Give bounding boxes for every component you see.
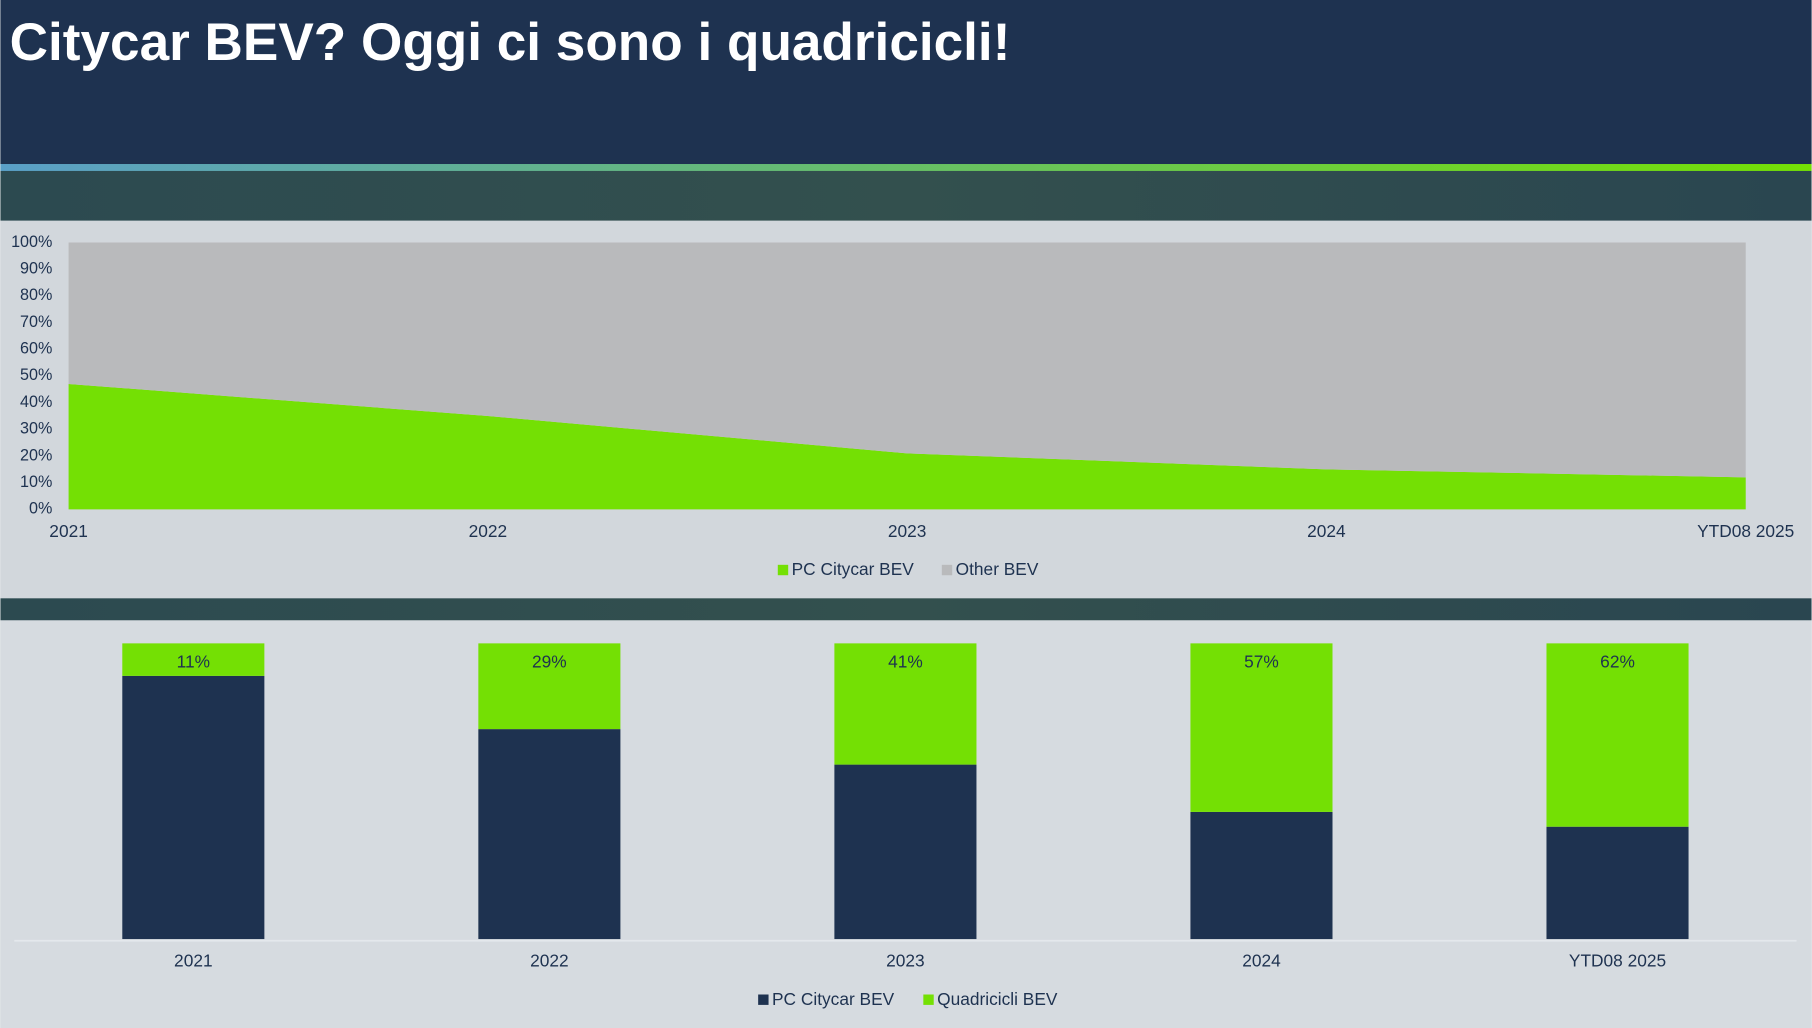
y-tick-label: 50% — [20, 366, 52, 384]
accent-strip — [0, 164, 1812, 171]
legend-swatch — [777, 564, 789, 576]
area — [68, 242, 1746, 478]
header — [0, 0, 1812, 165]
x-tick-label: 2021 — [49, 521, 88, 541]
area — [68, 383, 1746, 510]
data-label: 29% — [532, 652, 567, 672]
bar-segment — [834, 764, 977, 940]
legend-label: Other BEV — [956, 559, 1039, 579]
bar-segment — [478, 643, 621, 730]
x-tick-label: 2021 — [174, 951, 213, 971]
bar-segment — [1190, 643, 1333, 812]
y-tick-label: 60% — [20, 340, 52, 358]
legend-swatch — [923, 994, 934, 1005]
data-label: 11% — [177, 652, 210, 672]
bar-segment — [834, 643, 977, 765]
x-tick-label: 2023 — [888, 521, 927, 541]
y-tick-label: 30% — [20, 420, 52, 438]
x-tick-label: 2024 — [1242, 951, 1281, 971]
y-tick-label: 20% — [20, 446, 52, 464]
bar-segment — [478, 729, 621, 940]
x-tick-label: 2022 — [530, 951, 569, 971]
bar-segment — [1546, 643, 1689, 827]
legend-label: PC Citycar BEV — [792, 559, 915, 579]
y-tick-label: 100% — [11, 233, 52, 251]
x-tick-label: YTD08 2025 — [1697, 521, 1794, 541]
legend-label: Quadricicli BEV — [937, 989, 1058, 1009]
slide-title: Citycar BEV? Oggi ci sono i quadricicli! — [10, 13, 1011, 72]
y-tick-label: 0% — [29, 500, 52, 518]
data-label: 62% — [1600, 652, 1635, 672]
bar-segment — [1546, 826, 1689, 940]
legend-swatch — [941, 564, 953, 576]
legend-label: PC Citycar BEV — [772, 989, 895, 1009]
y-tick-label: 70% — [20, 313, 52, 331]
data-label: 41% — [888, 652, 923, 672]
bar-segment — [1190, 811, 1333, 940]
data-label: 57% — [1244, 652, 1279, 672]
y-tick-label: 80% — [20, 286, 52, 304]
y-tick-label: 10% — [20, 473, 52, 491]
bar-segment — [122, 643, 265, 676]
y-tick-label: 40% — [20, 393, 52, 411]
legend-swatch — [758, 994, 769, 1005]
x-tick-label: 2023 — [886, 951, 925, 971]
x-tick-label: YTD08 2025 — [1569, 951, 1666, 971]
x-tick-label: 2024 — [1307, 521, 1346, 541]
y-tick-label: 90% — [20, 260, 52, 278]
x-tick-label: 2022 — [469, 521, 508, 541]
bar-segment — [122, 675, 265, 940]
